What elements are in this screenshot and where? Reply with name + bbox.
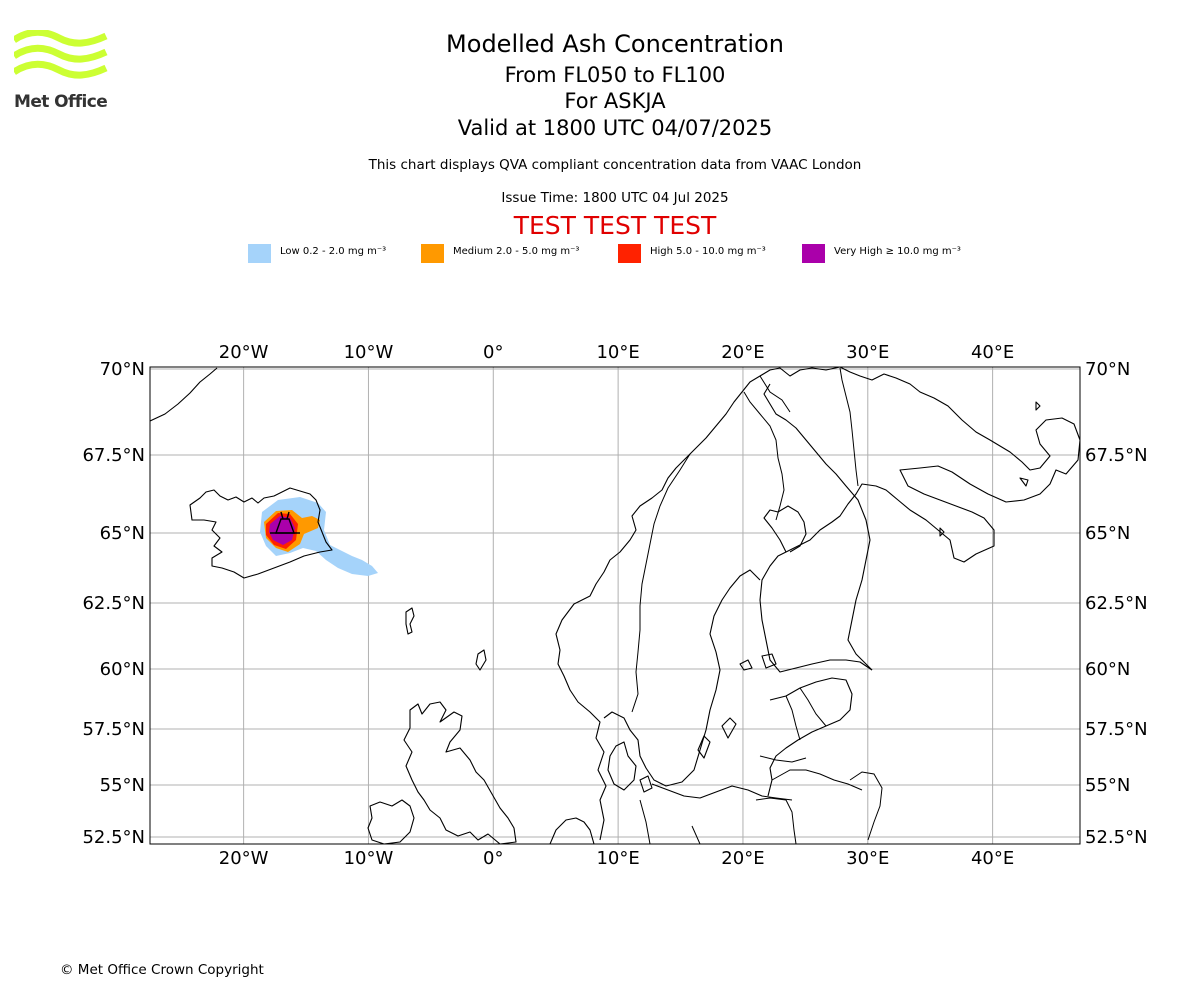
lon-tick-label-bottom: 30°E [846,848,889,869]
lat-tick-label-left: 52.5°N [82,827,145,848]
lat-tick-label-left: 62.5°N [82,593,145,614]
legend-label-medium: Medium 2.0 - 5.0 mg m⁻³ [453,246,580,257]
lon-tick-label-bottom: 10°W [344,848,394,869]
chart-description: This chart displays QVA compliant concen… [368,157,862,173]
ash-plume [260,497,378,576]
lat-tick-label-left: 67.5°N [82,445,145,466]
met-office-logo-icon [14,30,108,79]
legend-swatch-medium [421,244,444,263]
map-tick-labels: 20°W 20°W 10°W 10°W 0° 0° 10°E 10°E 20°E 20°E 30°E… [82,342,1147,869]
lon-tick-label-bottom: 0° [483,848,503,869]
lat-tick-label-right: 70°N [1085,359,1130,380]
lat-tick-label-left: 65°N [100,523,145,544]
legend-label-high: High 5.0 - 10.0 mg m⁻³ [650,246,766,257]
lat-tick-label-right: 57.5°N [1085,719,1148,740]
lat-tick-label-left: 70°N [100,359,145,380]
valid-time: Valid at 1800 UTC 04/07/2025 [457,116,773,140]
lat-tick-label-left: 55°N [100,775,145,796]
lat-tick-label-right: 62.5°N [1085,593,1148,614]
lat-tick-label-right: 60°N [1085,659,1130,680]
copyright-notice: © Met Office Crown Copyright [60,962,264,978]
map-layers [150,367,1080,844]
flight-level-range: From FL050 to FL100 [504,63,726,87]
lon-tick-label-bottom: 40°E [971,848,1014,869]
legend-swatch-low [248,244,271,263]
lon-tick-label-top: 20°E [721,342,764,363]
lon-tick-label-top: 40°E [971,342,1014,363]
legend-label-very-high: Very High ≥ 10.0 mg m⁻³ [834,246,961,257]
met-office-wordmark: Met Office [14,92,108,112]
legend-swatch-very-high [802,244,825,263]
lon-tick-label-top: 30°E [846,342,889,363]
lon-tick-label-bottom: 10°E [596,848,639,869]
lon-tick-label-top: 0° [483,342,503,363]
lat-tick-label-right: 55°N [1085,775,1130,796]
map-gridlines [150,367,1080,844]
coastlines [150,367,1080,844]
lat-tick-label-right: 65°N [1085,523,1130,544]
ash-very-high-area [269,516,295,545]
legend-label-low: Low 0.2 - 2.0 mg m⁻³ [280,246,387,257]
volcano-name: For ASKJA [564,89,666,113]
lat-tick-label-right: 52.5°N [1085,827,1148,848]
lon-tick-label-bottom: 20°W [219,848,269,869]
lon-tick-label-bottom: 20°E [721,848,764,869]
lon-tick-label-top: 20°W [219,342,269,363]
lat-tick-label-right: 67.5°N [1085,445,1148,466]
lon-tick-label-top: 10°E [596,342,639,363]
chart-title: Modelled Ash Concentration [446,30,784,58]
test-banner: TEST TEST TEST [513,211,717,240]
legend-swatch-high [618,244,641,263]
lat-tick-label-left: 60°N [100,659,145,680]
map-frame [149,366,1081,845]
volcano-icon [270,511,300,534]
issue-time: Issue Time: 1800 UTC 04 Jul 2025 [501,190,729,206]
lat-tick-label-left: 57.5°N [82,719,145,740]
lon-tick-label-top: 10°W [344,342,394,363]
country-borders [631,367,883,844]
